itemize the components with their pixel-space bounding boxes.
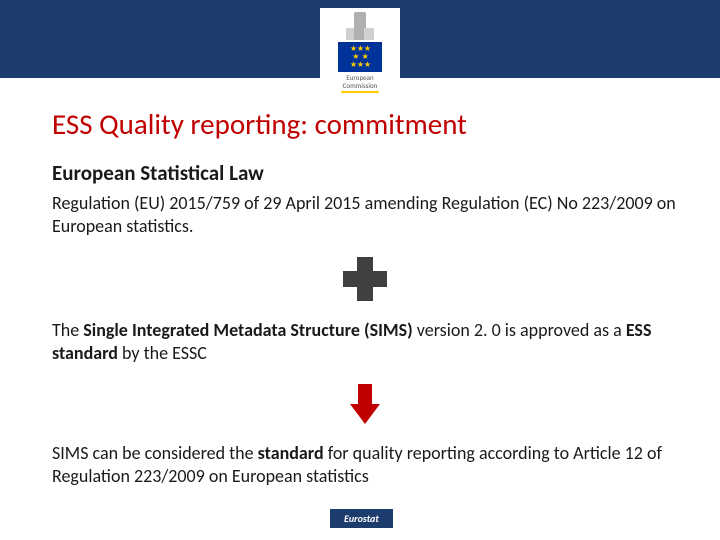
ec-logo: ★ ★ ★★ ★★ ★ ★ EuropeanCommission (320, 8, 400, 94)
footer-badge: Eurostat (330, 509, 393, 528)
arrow-row (52, 384, 678, 424)
plus-row (52, 257, 678, 301)
ec-logo-text: EuropeanCommission (343, 74, 378, 89)
eu-flag-icon: ★ ★ ★★ ★★ ★ ★ (338, 42, 382, 72)
ec-logo-underline (341, 91, 379, 93)
paragraph-3: SIMS can be considered the standard for … (52, 442, 678, 487)
slide-content: ESS Quality reporting: commitment Europe… (0, 78, 720, 487)
header-band: ★ ★ ★★ ★★ ★ ★ EuropeanCommission (0, 0, 720, 78)
arrow-down-icon (350, 384, 380, 424)
slide-title: ESS Quality reporting: commitment (52, 106, 678, 142)
plus-icon (343, 257, 387, 301)
paragraph-1: Regulation (EU) 2015/759 of 29 April 201… (52, 192, 678, 237)
paragraph-2: The Single Integrated Metadata Structure… (52, 319, 678, 364)
ec-logo-building-icon (346, 12, 374, 40)
slide-subtitle: European Statistical Law (52, 160, 678, 186)
